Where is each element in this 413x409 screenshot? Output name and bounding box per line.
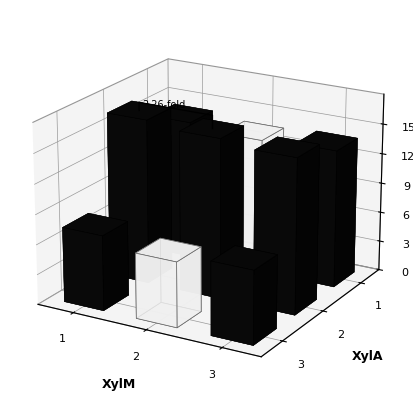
X-axis label: XylM: XylM <box>102 378 136 390</box>
Y-axis label: XylA: XylA <box>351 350 383 362</box>
